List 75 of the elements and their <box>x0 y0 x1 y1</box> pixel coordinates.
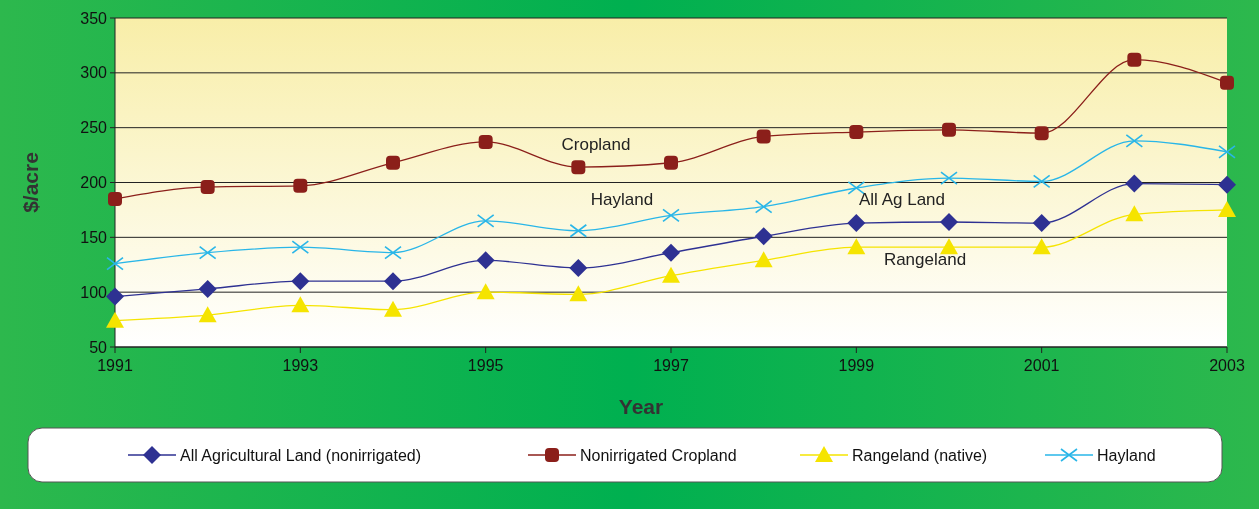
point <box>106 311 124 328</box>
point <box>940 212 958 231</box>
point <box>756 129 771 144</box>
point <box>849 125 864 140</box>
legend-label: Nonirrigated Cropland <box>580 446 737 464</box>
point <box>571 160 586 175</box>
point <box>1032 238 1051 255</box>
point <box>478 134 493 149</box>
point <box>1125 134 1144 148</box>
point <box>384 272 402 291</box>
point <box>1127 52 1142 67</box>
point <box>847 181 866 195</box>
x-tick-label: 1997 <box>653 357 689 374</box>
point <box>1218 175 1236 194</box>
point <box>293 178 308 193</box>
legend-label: Rangeland (native) <box>852 446 988 464</box>
point <box>291 296 310 313</box>
point <box>754 251 773 268</box>
point <box>1125 174 1144 193</box>
point <box>569 259 588 278</box>
y-tick-label: 350 <box>80 9 108 27</box>
legend-label: Hayland <box>1097 446 1156 464</box>
point <box>664 155 678 170</box>
point <box>942 122 956 137</box>
point <box>476 251 495 270</box>
annotation: Rangeland <box>883 250 967 269</box>
annotation: All Ag Land <box>858 190 946 209</box>
x-tick-label: 2001 <box>1023 357 1060 374</box>
x-tick-label: 1993 <box>282 357 319 374</box>
point <box>569 285 588 302</box>
y-tick-label: 50 <box>89 338 108 356</box>
x-tick-label: 2003 <box>1209 357 1245 374</box>
point <box>569 223 588 238</box>
point <box>754 199 773 214</box>
point <box>200 179 215 194</box>
x-axis-title: Year <box>618 395 664 418</box>
point <box>1032 174 1051 189</box>
x-tick-label: 1991 <box>97 357 133 374</box>
point <box>940 171 958 185</box>
point <box>291 272 310 291</box>
point <box>662 208 680 223</box>
point <box>476 283 495 300</box>
y-tick-label: 150 <box>80 228 108 246</box>
point <box>662 243 680 262</box>
y-tick-label: 300 <box>80 64 108 82</box>
legend-label: All Agricultural Land (nonirrigated) <box>180 446 422 464</box>
point <box>106 287 124 306</box>
x-tick-label: 1999 <box>838 357 875 374</box>
point <box>847 238 866 255</box>
point <box>1218 144 1236 159</box>
point <box>384 300 402 317</box>
point <box>1125 205 1144 222</box>
point <box>291 240 310 254</box>
point <box>1034 126 1049 141</box>
point <box>386 155 400 170</box>
point <box>754 227 773 246</box>
point <box>108 191 122 206</box>
point <box>662 266 680 283</box>
point <box>384 245 402 260</box>
point <box>198 279 217 298</box>
y-tick-label: 200 <box>80 174 108 192</box>
x-tick-label: 1995 <box>467 357 504 374</box>
point <box>847 214 866 233</box>
y-axis-title: $/acre <box>19 152 42 213</box>
point <box>198 306 217 323</box>
annotation: Hayland <box>590 190 654 209</box>
point <box>1220 75 1234 90</box>
y-tick-label: 100 <box>80 283 108 301</box>
point <box>106 256 124 271</box>
point <box>1032 214 1051 233</box>
point <box>476 214 495 228</box>
point <box>1218 200 1236 217</box>
point <box>198 245 217 260</box>
y-tick-label: 250 <box>80 119 108 137</box>
annotation: Cropland <box>561 135 631 154</box>
